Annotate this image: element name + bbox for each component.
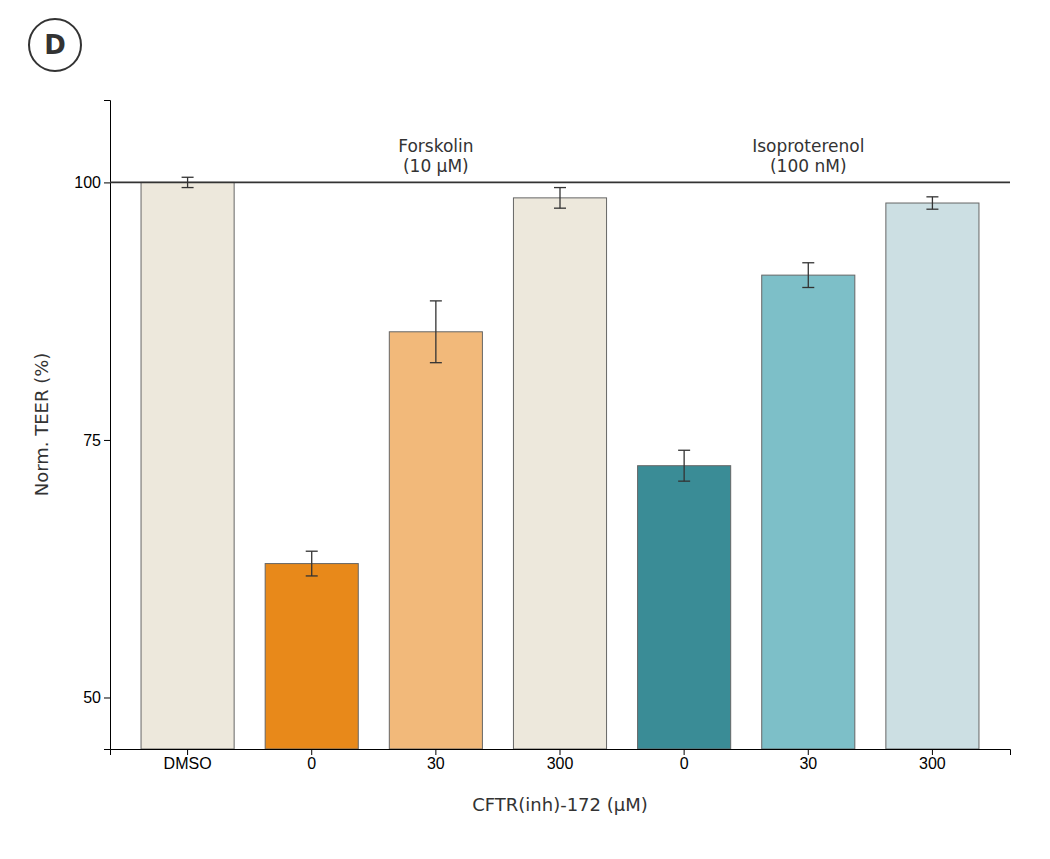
x-tick-label: 300 — [547, 755, 574, 772]
marks — [110, 177, 1010, 749]
y-axis-title: Norm. TEER (%) — [31, 353, 52, 497]
x-tick-mark — [187, 749, 188, 755]
error-bar-stem — [808, 263, 809, 288]
error-bar — [430, 301, 442, 363]
bar — [638, 466, 731, 749]
x-tick: 300 — [547, 749, 574, 772]
error-bar-cap — [926, 209, 938, 210]
error-bar — [306, 551, 318, 576]
x-tick-label: 300 — [919, 755, 946, 772]
y-tick-label: 75 — [83, 432, 101, 449]
error-bar — [926, 197, 938, 209]
bar — [886, 203, 979, 749]
x-tick-mark — [684, 749, 685, 755]
x-tick-mark — [808, 749, 809, 755]
x-tick-label: 30 — [799, 755, 817, 772]
y-tick-mark — [104, 697, 110, 698]
error-bar-cap — [430, 362, 442, 363]
x-tick-mark — [435, 749, 436, 755]
error-bar-cap — [306, 575, 318, 576]
error-bar-cap — [678, 481, 690, 482]
error-bar-stem — [932, 197, 933, 209]
error-bar-stem — [435, 301, 436, 363]
error-bar-cap — [802, 287, 814, 288]
baseline — [110, 182, 1010, 184]
error-bar-stem — [683, 450, 684, 481]
bar — [265, 564, 358, 749]
bar — [762, 275, 855, 749]
error-bar-cap — [678, 450, 690, 451]
x-tick: 30 — [427, 749, 445, 772]
y-tick: 75 — [83, 432, 110, 449]
chart: 50 75 100 DMSO 0 30 300 0 30 300 Forskolin(10 μM) I… — [0, 0, 1050, 859]
error-bar — [678, 450, 690, 481]
x-tick-mark — [932, 749, 933, 755]
group-label: Forskolin(10 μM) — [398, 136, 473, 176]
error-bar-cap — [802, 262, 814, 263]
error-bar — [802, 263, 814, 288]
error-bar-cap — [554, 208, 566, 209]
error-bar-cap — [554, 187, 566, 188]
y-axis-line — [104, 101, 111, 750]
x-tick: 300 — [919, 749, 946, 772]
error-bar-cap — [430, 300, 442, 301]
y-tick-label: 100 — [74, 174, 101, 191]
error-bar-cap — [306, 551, 318, 552]
y-tick: 50 — [83, 689, 110, 706]
x-tick-mark — [311, 749, 312, 755]
x-tick: 30 — [799, 749, 817, 772]
x-axis-title: CFTR(inh)-172 (μM) — [472, 794, 648, 815]
x-tick-label: 0 — [307, 755, 316, 772]
y-tick-mark — [104, 440, 110, 441]
x-tick: DMSO — [164, 749, 212, 772]
panel-label-circle — [29, 19, 81, 71]
x-tick-mark — [560, 749, 561, 755]
x-tick-label: 30 — [427, 755, 445, 772]
bar — [141, 182, 234, 749]
error-bar-stem — [311, 551, 312, 576]
y-tick-label: 50 — [83, 689, 101, 706]
error-bar-stem — [559, 188, 560, 209]
bar — [513, 198, 606, 749]
error-bar-cap — [182, 187, 194, 188]
error-bar-cap — [926, 196, 938, 197]
y-tick-mark — [104, 182, 110, 183]
panel-label-text: D — [44, 30, 66, 60]
x-tick-label: 0 — [680, 755, 689, 772]
bar — [389, 332, 482, 749]
x-tick: 0 — [680, 749, 689, 772]
error-bar — [554, 188, 566, 209]
y-axis: 50 75 100 — [74, 101, 110, 750]
x-tick-label: DMSO — [164, 755, 212, 772]
x-axis: DMSO 0 30 300 0 30 300 — [111, 749, 1011, 772]
x-tick: 0 — [307, 749, 316, 772]
panel-label: D — [29, 19, 81, 71]
y-tick: 100 — [74, 174, 110, 191]
x-axis-line — [111, 750, 1011, 756]
plot: 50 75 100 DMSO 0 30 300 0 30 300 Forskolin(10 μM) I… — [74, 101, 1010, 773]
group-label: Isoproterenol(100 nM) — [752, 136, 864, 176]
error-bar-cap — [182, 177, 194, 178]
